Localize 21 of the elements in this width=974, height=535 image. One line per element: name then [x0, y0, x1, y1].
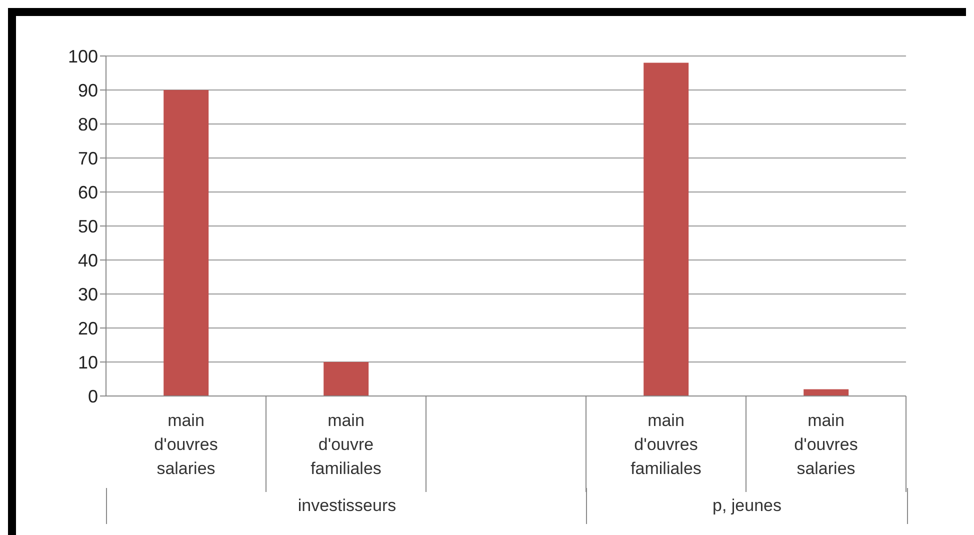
- bar: [164, 90, 209, 396]
- text: investisseurs: [106, 488, 587, 524]
- y-tick-label: 60: [78, 182, 98, 202]
- y-tick-label: 20: [78, 318, 98, 338]
- x-tick-label: main d'ouvre familiales: [310, 411, 382, 478]
- y-tick-label: 90: [78, 80, 98, 100]
- y-tick-label: 100: [68, 46, 98, 66]
- y-tick-label: 70: [78, 148, 98, 168]
- y-tick-label: 30: [78, 284, 98, 304]
- y-tick-label: 50: [78, 216, 98, 236]
- x-tick-label: main d'ouvres familiales: [630, 411, 702, 478]
- bar: [644, 62, 689, 396]
- x-tick-label: main d'ouvres salaries: [794, 411, 858, 478]
- y-tick-label: 40: [78, 250, 98, 270]
- x-tick-label: main d'ouvres salaries: [154, 411, 218, 478]
- bar: [324, 362, 369, 396]
- bar: [804, 389, 849, 396]
- y-tick-label: 10: [78, 352, 98, 372]
- y-tick-label: 80: [78, 114, 98, 134]
- text: p, jeunes: [586, 488, 908, 524]
- y-tick-label: 0: [88, 386, 98, 406]
